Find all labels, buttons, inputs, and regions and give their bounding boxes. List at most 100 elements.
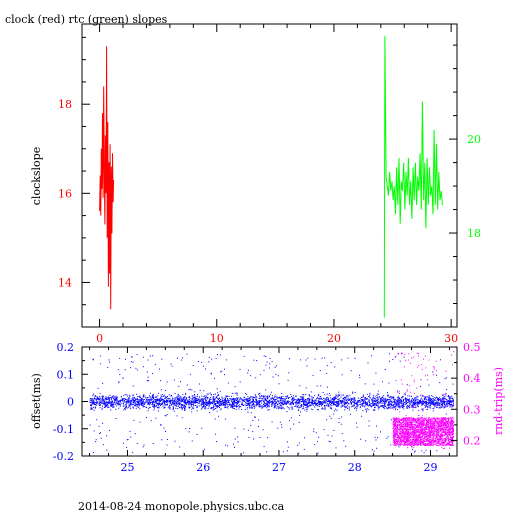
offset-point (347, 395, 349, 397)
offset-point (165, 396, 167, 398)
offset-point (273, 403, 275, 405)
rndtrip-point (431, 425, 433, 426)
offset-point (415, 402, 417, 404)
offset-point (304, 400, 306, 402)
offset-point (117, 404, 119, 406)
offset-point (95, 402, 97, 404)
rndtrip-point (394, 427, 396, 429)
rndtrip-point (444, 439, 446, 441)
offset-outlier-point (263, 369, 265, 371)
offset-point (395, 402, 397, 404)
rndtrip-point (408, 418, 410, 420)
offset-outlier-point (180, 381, 181, 383)
offset-point (415, 399, 417, 401)
offset-point (101, 400, 103, 402)
offset-point (222, 400, 224, 402)
offset-point (203, 405, 205, 407)
offset-point (450, 400, 452, 402)
offset-outlier-point (421, 450, 423, 452)
offset-point (124, 394, 126, 396)
offset-point (324, 399, 326, 401)
offset-point (439, 397, 441, 399)
offset-outlier-point (139, 408, 141, 410)
offset-point (296, 401, 298, 403)
offset-point (429, 402, 431, 404)
offset-point (197, 401, 199, 403)
offset-point (190, 400, 192, 402)
offset-point (337, 395, 339, 397)
offset-point (232, 403, 233, 405)
offset-outlier-point (263, 401, 265, 403)
rndtrip-point (398, 424, 400, 426)
offset-point (399, 404, 401, 406)
rndtrip-point (425, 433, 427, 434)
offset-point (360, 401, 362, 403)
offset-point (246, 403, 248, 405)
offset-point (398, 400, 400, 402)
offset-point (446, 399, 448, 401)
offset-point (367, 398, 368, 400)
offset-point (261, 400, 263, 402)
offset-point (402, 401, 404, 403)
offset-point (381, 401, 382, 402)
offset-outlier-point (411, 446, 413, 448)
offset-point (303, 398, 305, 400)
offset-point (389, 402, 391, 404)
offset-point (110, 398, 112, 400)
offset-point (449, 398, 450, 400)
rndtrip-point (431, 443, 433, 445)
offset-point (308, 398, 310, 400)
offset-point (364, 401, 366, 403)
offset-outlier-point (161, 358, 163, 360)
offset-outlier-point (333, 413, 335, 415)
offset-point (407, 399, 409, 401)
offset-point (424, 399, 426, 400)
offset-point (166, 399, 168, 401)
offset-point (128, 404, 130, 406)
offset-point (224, 406, 226, 408)
offset-point (231, 398, 233, 400)
offset-point (299, 399, 301, 401)
offset-point (144, 395, 146, 397)
offset-point (213, 408, 215, 410)
offset-point (412, 405, 414, 407)
offset-point (406, 407, 408, 409)
offset-point (315, 402, 317, 404)
offset-point (215, 397, 217, 399)
offset-point (95, 396, 97, 398)
offset-point (338, 395, 340, 396)
rndtrip-point (393, 436, 395, 438)
offset-point (373, 398, 375, 400)
offset-point (372, 398, 374, 400)
offset-point (251, 397, 253, 399)
offset-point (183, 399, 185, 401)
offset-outlier-point (237, 441, 239, 443)
offset-point (392, 405, 394, 407)
offset-point (422, 399, 423, 401)
offset-point (408, 400, 410, 402)
offset-point (432, 400, 434, 402)
offset-point (102, 405, 103, 407)
offset-point (290, 402, 292, 404)
offset-point (449, 404, 451, 406)
offset-point (136, 403, 138, 405)
offset-point (354, 399, 356, 401)
offset-point (181, 398, 183, 400)
offset-point (448, 401, 450, 403)
offset-point (406, 406, 408, 408)
offset-point (266, 405, 268, 407)
offset-point (316, 398, 317, 400)
offset-point (412, 404, 414, 406)
offset-outlier-point (306, 406, 308, 408)
offset-point (118, 400, 120, 402)
offset-point (187, 402, 189, 404)
offset-point (174, 400, 176, 402)
offset-point (280, 404, 281, 406)
offset-point (348, 406, 350, 408)
offset-point (112, 404, 114, 406)
offset-point (320, 403, 322, 405)
offset-outlier-point (220, 371, 222, 373)
rndtrip-point (404, 417, 406, 419)
offset-point (261, 395, 262, 397)
offset-outlier-point (406, 384, 408, 386)
